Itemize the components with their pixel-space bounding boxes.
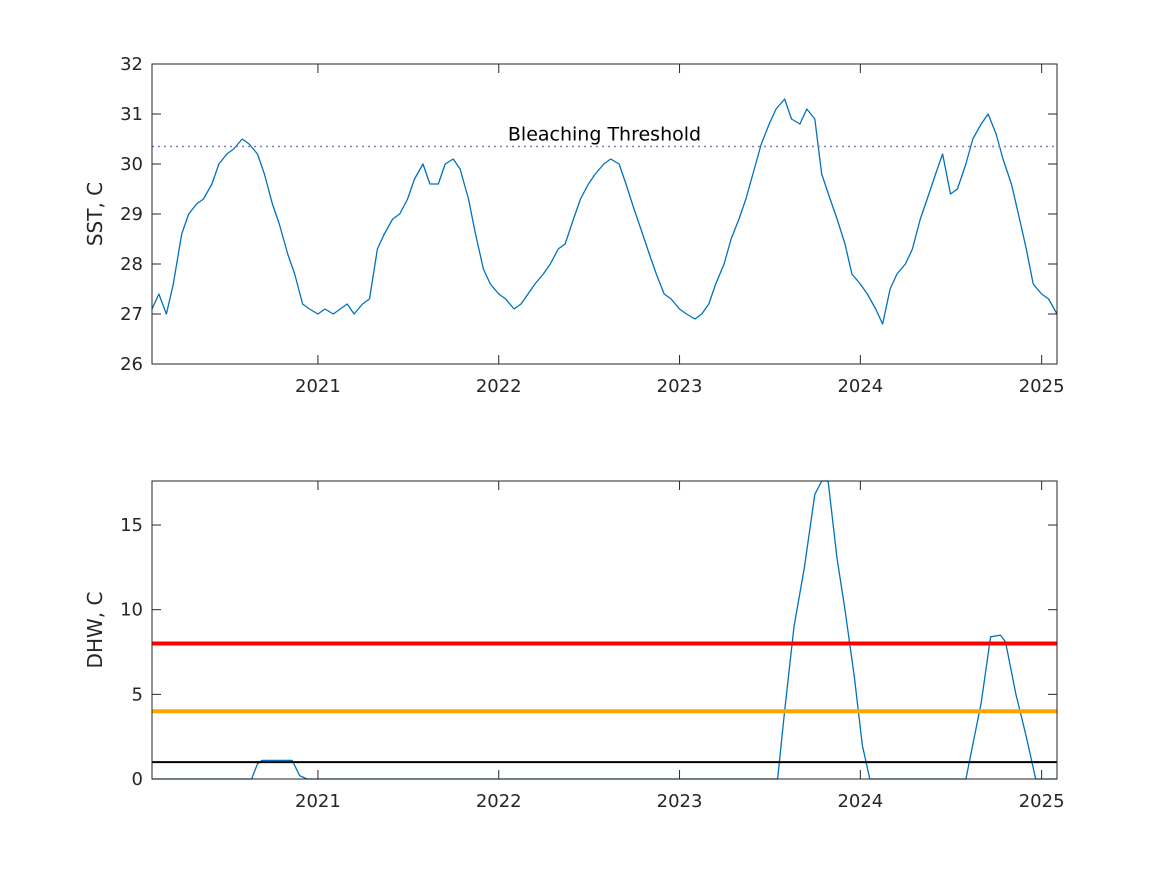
series-line <box>151 98 1058 325</box>
y-tick-label: 5 <box>132 684 143 705</box>
x-tick-label: 2023 <box>657 791 703 812</box>
x-tick-label: 2025 <box>1019 376 1065 397</box>
y-axis-label: SST, C <box>83 182 107 246</box>
x-tick-label: 2024 <box>837 376 883 397</box>
y-tick-label: 15 <box>120 515 143 536</box>
axes-box <box>151 480 1058 780</box>
x-tick-label: 2024 <box>837 791 883 812</box>
y-tick-label: 28 <box>120 254 143 275</box>
x-tick-label: 2022 <box>476 791 522 812</box>
x-tick-label: 2021 <box>295 376 341 397</box>
x-tick-label: 2025 <box>1019 791 1065 812</box>
y-tick-label: 31 <box>120 104 143 125</box>
y-axis-label: DHW, C <box>83 592 107 669</box>
bleaching-threshold-label: Bleaching Threshold <box>508 124 701 146</box>
series-line <box>152 480 1057 780</box>
y-tick-label: 32 <box>120 54 143 75</box>
y-tick-label: 0 <box>132 769 143 790</box>
y-tick-label: 27 <box>120 304 143 325</box>
x-tick-label: 2021 <box>295 791 341 812</box>
y-tick-label: 26 <box>120 354 143 375</box>
y-tick-label: 30 <box>120 154 143 175</box>
dhw-plot: 0 5 10 15 2021 2022 2023 2024 2025 DHW, C <box>83 480 1065 812</box>
x-tick-label: 2022 <box>476 376 522 397</box>
sst-plot: Bleaching Threshold 26 27 28 29 30 31 32 2021 202… <box>83 54 1065 397</box>
x-tick-label: 2023 <box>657 376 703 397</box>
y-tick-label: 29 <box>120 204 143 225</box>
y-tick-label: 10 <box>120 600 143 621</box>
